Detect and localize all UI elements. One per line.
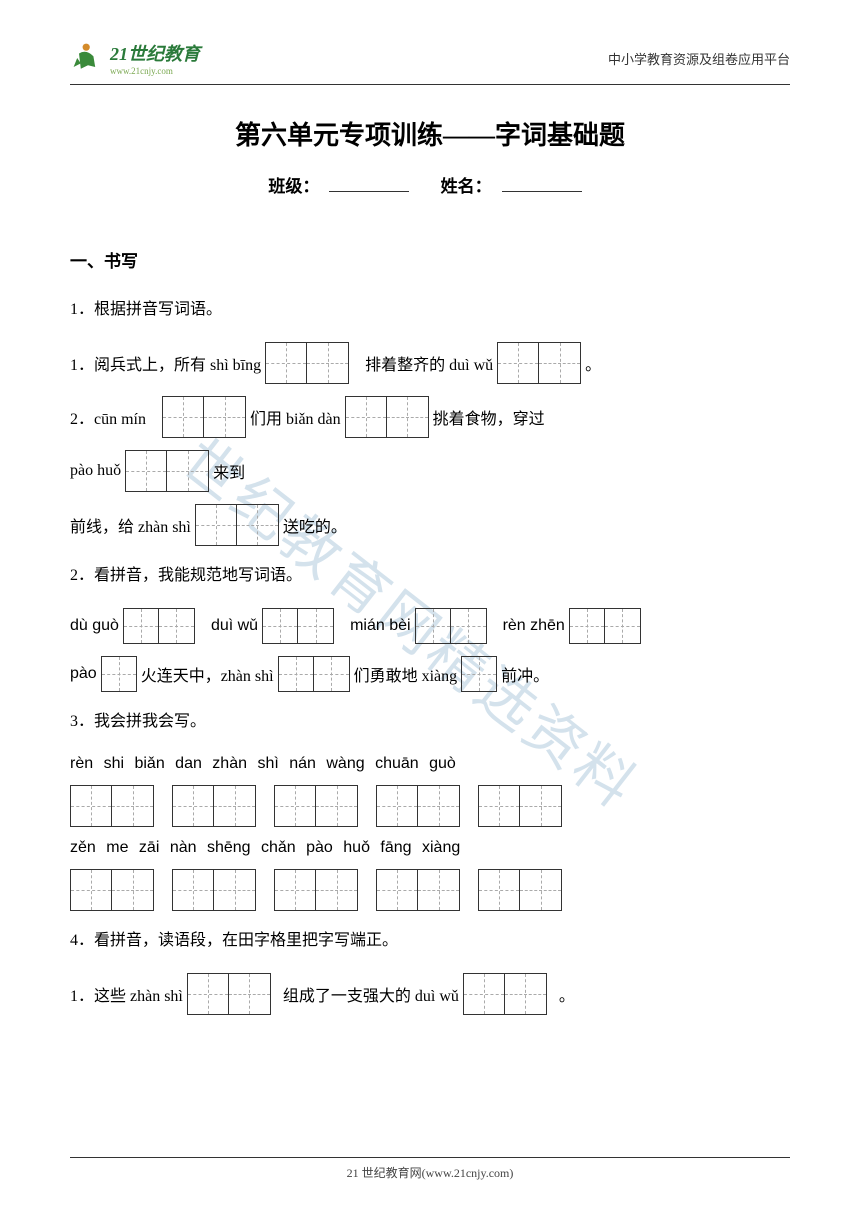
q2-p1: dù guò — [70, 617, 119, 635]
q2-line1: dù guò duì wǔ mián bèi rèn zhēn — [70, 608, 790, 644]
q1-prompt: 1．根据拼音写词语。 — [70, 292, 790, 327]
q2-l2b: 火连天中，zhàn shì — [141, 662, 274, 686]
page-header: 21世纪教育 www.21cnjy.com 中小学教育资源及组卷应用平台 — [70, 40, 790, 85]
mi-group[interactable] — [70, 869, 154, 911]
mi-group[interactable] — [497, 342, 581, 384]
q1-l2a: 2．cūn mín — [70, 405, 146, 429]
q1-l2b: 们用 biǎn dàn — [250, 405, 341, 429]
mi-group[interactable] — [70, 785, 154, 827]
mi-group[interactable] — [172, 869, 256, 911]
q1-l4b: 送吃的。 — [283, 513, 347, 537]
q4-l1c: 。 — [559, 982, 575, 1006]
mi-group[interactable] — [274, 869, 358, 911]
q1-line2: 2．cūn mín 们用 biǎn dàn 挑着食物，穿过 — [70, 396, 790, 438]
q1-l3a: pào huǒ — [70, 462, 121, 480]
page-footer: 21 世纪教育网(www.21cnjy.com) — [70, 1157, 790, 1181]
name-label: 姓名： — [441, 177, 492, 196]
mi-group[interactable] — [415, 608, 487, 644]
mi-group[interactable] — [195, 504, 279, 546]
q1-l1b: 排着整齐的 duì wǔ — [365, 351, 493, 375]
q4-l1b: 组成了一支强大的 duì wǔ — [283, 982, 459, 1006]
q2-l2d: 前冲。 — [501, 662, 549, 686]
mi-group[interactable] — [125, 450, 209, 492]
page-content: 21世纪教育 www.21cnjy.com 中小学教育资源及组卷应用平台 第六单… — [70, 40, 790, 1015]
header-right-text: 中小学教育资源及组卷应用平台 — [608, 49, 790, 68]
q4-l1a: 1．这些 zhàn shì — [70, 982, 183, 1006]
logo-icon — [70, 40, 106, 76]
mi-group[interactable] — [172, 785, 256, 827]
mi-group[interactable] — [162, 396, 246, 438]
mi-group[interactable] — [569, 608, 641, 644]
q1-l1a: 1．阅兵式上，所有 shì bīng — [70, 351, 261, 375]
q1-line3: pào huǒ 来到 — [70, 450, 790, 492]
q4-prompt: 4．看拼音，读语段，在田字格里把字写端正。 — [70, 923, 790, 958]
mi-group[interactable] — [187, 973, 271, 1015]
q2-p2: duì wǔ — [211, 617, 258, 635]
q1-l2c: 挑着食物，穿过 — [433, 405, 545, 429]
q3-row2-pinyin: zěn me zāi nàn shēng chǎn pào huǒ fāng x… — [70, 839, 790, 857]
class-name-row: 班级： 姓名： — [70, 172, 790, 197]
mi-group[interactable] — [265, 342, 349, 384]
mi-group[interactable] — [123, 608, 195, 644]
q1-l1c: 。 — [585, 351, 601, 375]
logo-main-text: 21世纪教育 — [110, 40, 200, 66]
mi-group[interactable] — [376, 785, 460, 827]
section-title: 一、书写 — [70, 247, 790, 272]
q2-p3: mián bèi — [350, 617, 410, 635]
q2-prompt: 2．看拼音，我能规范地写词语。 — [70, 558, 790, 593]
mi-group[interactable] — [278, 656, 350, 692]
mi-group[interactable] — [274, 785, 358, 827]
mi-group[interactable] — [463, 973, 547, 1015]
mi-group[interactable] — [478, 869, 562, 911]
q1-line1: 1．阅兵式上，所有 shì bīng 排着整齐的 duì wǔ 。 — [70, 342, 790, 384]
mi-group[interactable] — [461, 656, 497, 692]
name-blank[interactable] — [502, 191, 582, 192]
q3-row2-boxes — [70, 869, 790, 911]
logo-sub-text: www.21cnjy.com — [110, 66, 200, 76]
mi-group[interactable] — [262, 608, 334, 644]
q1-line4: 前线，给 zhàn shì 送吃的。 — [70, 504, 790, 546]
class-blank[interactable] — [329, 191, 409, 192]
q2-l2a: pào — [70, 665, 97, 683]
q2-l2c: 们勇敢地 xiàng — [354, 662, 458, 686]
mi-group[interactable] — [478, 785, 562, 827]
q1-l4a: 前线，给 zhàn shì — [70, 513, 191, 537]
q2-line2: pào 火连天中，zhàn shì 们勇敢地 xiàng 前冲。 — [70, 656, 790, 692]
q3-row1-pinyin: rèn shi biǎn dan zhàn shì nán wàng chuān… — [70, 755, 790, 773]
q4-line1: 1．这些 zhàn shì 组成了一支强大的 duì wǔ 。 — [70, 973, 790, 1015]
mi-group[interactable] — [376, 869, 460, 911]
page-title: 第六单元专项训练——字词基础题 — [70, 115, 790, 152]
mi-group[interactable] — [101, 656, 137, 692]
q3-prompt: 3．我会拼我会写。 — [70, 704, 790, 739]
class-label: 班级： — [268, 177, 319, 196]
mi-group[interactable] — [345, 396, 429, 438]
logo-text: 21世纪教育 www.21cnjy.com — [110, 40, 200, 76]
q1-l3b: 来到 — [213, 459, 245, 483]
logo: 21世纪教育 www.21cnjy.com — [70, 40, 200, 76]
q3-row1-boxes — [70, 785, 790, 827]
q2-p4: rèn zhēn — [503, 617, 565, 635]
